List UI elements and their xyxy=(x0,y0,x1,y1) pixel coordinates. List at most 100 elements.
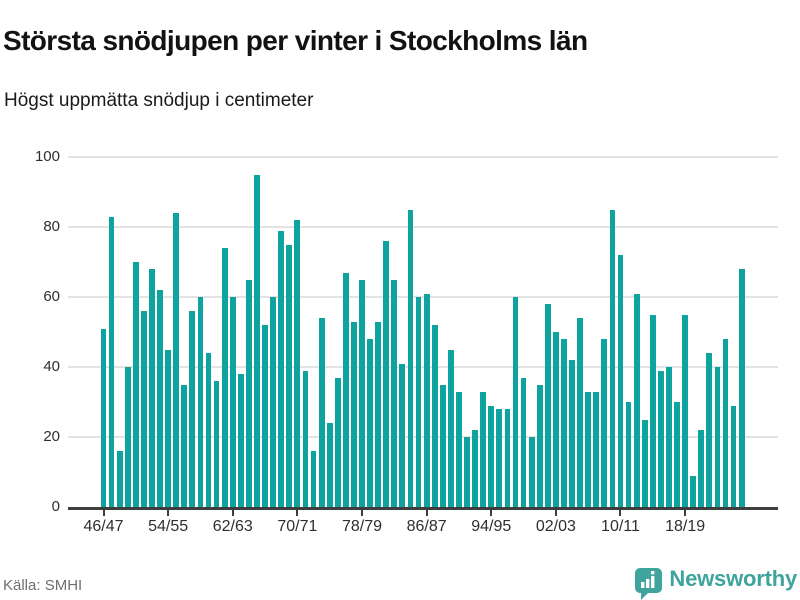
bar-73-74 xyxy=(318,318,325,507)
x-axis-tick-label: 86/87 xyxy=(406,518,447,535)
bar-59-60 xyxy=(205,353,212,507)
x-axis-tick-label: 18/19 xyxy=(665,518,706,535)
bar-17-18 xyxy=(674,402,680,507)
bar-90-91 xyxy=(456,391,462,507)
bar-55-56 xyxy=(173,213,180,507)
bar-06-07 xyxy=(585,391,592,507)
bar-79-80 xyxy=(367,339,373,507)
bar-04-05 xyxy=(569,360,575,507)
x-axis-tick xyxy=(619,510,622,516)
bar-66-67 xyxy=(262,325,268,507)
bar-48-49 xyxy=(116,451,123,507)
y-axis-tick-label: 0 xyxy=(51,498,60,515)
bar-19-20 xyxy=(690,475,697,507)
x-axis-tick xyxy=(167,510,170,516)
bar-10-11 xyxy=(617,255,624,507)
bar-07-08 xyxy=(593,391,600,507)
bar-13-14 xyxy=(641,419,648,507)
bar-74-75 xyxy=(326,423,333,507)
y-axis-tick-label: 80 xyxy=(43,218,60,235)
bar-chart-speech-bubble-icon xyxy=(635,568,663,600)
x-axis-tick-label: 54/55 xyxy=(148,518,189,535)
bar-63-64 xyxy=(237,374,244,507)
gridline-80 xyxy=(68,226,778,228)
bar-88-89 xyxy=(439,384,446,507)
bar-02-03 xyxy=(552,332,559,507)
bar-03-04 xyxy=(561,339,567,507)
bar-49-50 xyxy=(124,367,131,507)
x-axis-tick xyxy=(490,510,493,516)
y-axis-tick-label: 100 xyxy=(34,148,60,165)
bar-94-95 xyxy=(488,405,495,507)
bar-51-52 xyxy=(140,311,147,507)
x-axis-tick xyxy=(425,510,428,516)
bar-91-92 xyxy=(464,437,470,507)
bar-89-90 xyxy=(447,349,454,507)
bar-69-70 xyxy=(286,244,293,507)
x-axis-tick-label: 46/47 xyxy=(83,518,124,535)
bar-56-57 xyxy=(181,384,188,507)
bar-95-96 xyxy=(496,409,503,507)
bar-75-76 xyxy=(334,377,341,507)
bar-98-99 xyxy=(520,377,527,507)
x-axis-tick-label: 94/95 xyxy=(471,518,512,535)
bar-18-19 xyxy=(682,314,688,507)
x-axis-tick xyxy=(684,510,687,516)
y-axis-tick-label: 40 xyxy=(43,358,60,375)
bar-85-86 xyxy=(415,297,422,507)
x-axis-tick xyxy=(231,510,234,516)
bar-86-87 xyxy=(423,293,430,507)
y-axis-tick-label: 20 xyxy=(43,428,60,445)
source-note: Källa: SMHI xyxy=(3,577,83,594)
x-axis-tick xyxy=(296,510,299,516)
bar-24-25 xyxy=(730,405,737,507)
bar-70-71 xyxy=(294,220,301,507)
chart-subtitle: Högst uppmätta snödjup i centimeter xyxy=(4,90,314,111)
x-axis-line xyxy=(68,507,778,510)
x-axis-tick xyxy=(360,510,363,516)
bar-84-85 xyxy=(407,209,414,507)
bar-61-62 xyxy=(221,248,228,507)
newsworthy-logo: Newsworthy xyxy=(634,565,797,600)
bar-78-79 xyxy=(359,279,365,507)
bar-64-65 xyxy=(246,279,252,507)
gridline-100 xyxy=(68,156,778,158)
x-axis-tick xyxy=(554,510,557,516)
brand-name: Newsworthy xyxy=(669,566,797,591)
bar-71-72 xyxy=(302,370,309,507)
bar-12-13 xyxy=(633,293,640,507)
bar-01-02 xyxy=(544,304,551,507)
bar-76-77 xyxy=(342,272,349,507)
bar-23-24 xyxy=(722,339,729,507)
x-axis-tick-label: 10/11 xyxy=(601,518,640,535)
bar-92-93 xyxy=(472,430,478,507)
x-axis-tick-label: 02/03 xyxy=(535,518,576,535)
x-axis-tick xyxy=(102,510,105,516)
bar-53-54 xyxy=(157,290,163,507)
bar-21-22 xyxy=(706,353,713,507)
bar-47-48 xyxy=(108,216,115,507)
bar-15-16 xyxy=(657,370,664,507)
page-title: Största snödjupen per vinter i Stockholm… xyxy=(3,24,588,56)
bar-87-88 xyxy=(431,325,438,507)
bar-chart-plot-area: 46/47 54/55 62/63 70/71 78/79 86/87 94/95 02/03… xyxy=(68,150,778,535)
bar-68-69 xyxy=(278,230,285,507)
bar-67-68 xyxy=(270,297,277,507)
bar-81-82 xyxy=(383,241,390,507)
bar-00-01 xyxy=(536,384,543,507)
bar-20-21 xyxy=(698,430,705,507)
bar-11-12 xyxy=(625,402,632,507)
bar-82-83 xyxy=(391,279,398,507)
gridline-60 xyxy=(68,296,778,298)
bar-16-17 xyxy=(666,367,672,507)
bar-52-53 xyxy=(149,269,155,507)
bar-05-06 xyxy=(577,318,583,507)
y-axis-tick-label: 60 xyxy=(43,288,60,305)
x-axis-tick-label: 62/63 xyxy=(212,518,253,535)
bar-96-97 xyxy=(504,409,511,507)
gridline-20 xyxy=(68,436,778,438)
gridline-40 xyxy=(68,366,778,368)
bar-14-15 xyxy=(649,314,656,507)
bar-57-58 xyxy=(189,311,196,507)
bar-25-26 xyxy=(738,269,745,507)
